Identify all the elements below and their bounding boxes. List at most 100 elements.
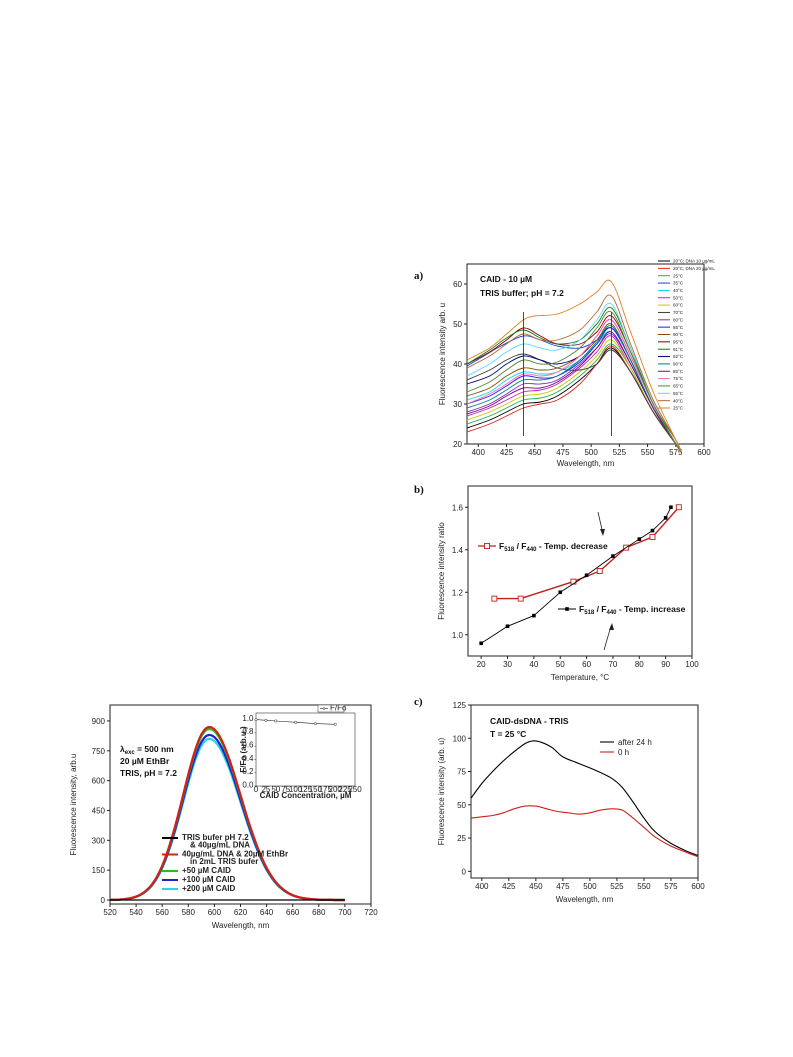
spectrum-line [466,349,682,453]
inset-x-tick-label: 75 [281,785,290,794]
legend-entry: 50°C [673,295,684,300]
x-tick-label: 60 [582,660,591,669]
ratio-point [611,554,615,558]
x-tick-label: 660 [286,908,300,917]
inset-y-tick-label: 1.0 [242,714,254,723]
panel-label-b: b) [414,484,424,496]
inset-y-tick-label: 0.6 [242,740,254,749]
x-tick-label: 500 [583,882,597,891]
inset-point [274,719,278,723]
plot-frame [467,485,693,657]
x-tick-label: 50 [556,660,565,669]
x-tick-label: 400 [472,448,486,457]
legend-entry: 92°C [673,354,684,359]
legend-entry: 55°C [673,391,684,396]
panel-label-a: a) [414,270,424,282]
legend-entry: 40°C [673,398,684,403]
inset-x-tick-label: 25 [261,785,270,794]
y-tick-label: 60 [453,280,462,289]
legend-entry: 75°C [673,376,684,381]
x-tick-label: 475 [556,882,570,891]
y-tick-label: 30 [453,400,462,409]
spectrum-line [470,805,699,858]
x-tick-label: 575 [669,448,683,457]
x-tick-label: 600 [208,908,222,917]
inset-line [255,719,336,725]
y-tick-label: 25 [457,834,466,843]
legend-marker [565,607,569,611]
legend-entry: in 2mL TRIS bufer [190,857,258,866]
ratio-point [517,595,524,602]
inset-frame [255,712,356,787]
inset-x-tick-label: 150 [309,785,323,794]
spectrum-line [470,740,699,856]
x-tick-label: 90 [661,660,670,669]
legend-entry: 95°C [673,339,684,344]
y-tick-label: 750 [92,747,106,756]
spectrum-line [466,279,682,453]
inset-point [294,720,298,724]
ratio-point [649,534,656,540]
y-tick-label: 600 [92,777,106,786]
legend-entry: 20°C; DNA 10 µg/mL [673,259,715,264]
inset-y-tick-label: 0.8 [242,727,254,736]
x-tick-label: 525 [613,448,627,457]
y-tick-label: 75 [457,768,466,777]
ratio-point [532,613,536,618]
x-tick-label: 700 [338,908,352,917]
y-axis-label: Fluorescence intensity ratio [437,522,446,620]
y-tick-label: 0 [462,867,467,876]
legend-entry: 85°C [673,369,684,374]
y-tick-label: 300 [92,836,106,845]
arrow-head [600,529,605,536]
legend-entry: 65°C [673,384,684,389]
x-tick-label: 40 [529,660,538,669]
x-tick-label: 425 [500,448,514,457]
x-tick-label: 30 [503,660,512,669]
ratio-point [596,568,603,574]
annotation-line: TRIS buffer; pH = 7.2 [480,288,564,298]
x-tick-label: 680 [312,908,326,917]
spectrum-line [466,331,682,453]
ratio-line [480,507,672,644]
x-tick-label: 580 [182,908,196,917]
legend-entry: 91°C [673,347,684,352]
inset-legend-marker [322,707,326,710]
x-tick-label: 80 [635,660,644,669]
spectrum-line [466,310,682,453]
x-tick-label: 475 [556,448,570,457]
y-tick-label: 0 [101,896,106,905]
legend-entry: 40°C [673,288,684,293]
inset-point [313,722,317,726]
legend-entry: +50 µM CAID [182,866,231,875]
x-tick-label: 500 [584,448,598,457]
inset-legend-entry: F/Fo [330,703,347,712]
inset-y-tick-label: 0.2 [242,767,254,776]
x-tick-label: 550 [637,882,651,891]
annotation-line: λexc = 500 nm [120,744,174,756]
y-tick-label: 150 [92,866,106,875]
legend-entry: 20°C; DNA 20 µg/mL [673,266,715,271]
inset-y-tick-label: 0.0 [242,780,254,789]
plot-frame [466,263,705,445]
inset-x-tick-label: 200 [329,785,343,794]
x-tick-label: 600 [691,882,705,891]
x-tick-label: 100 [685,660,699,669]
legend-entry: 60°C [673,303,684,308]
x-tick-label: 640 [260,908,274,917]
legend-entry: 25°C [673,406,684,411]
ratio-point [650,528,655,533]
legend-entry: 90°C [673,332,684,337]
y-tick-label: 40 [453,360,462,369]
y-tick-label: 1.6 [452,503,464,512]
legend-entry: F518 / F440 - Temp. increase [579,604,686,616]
x-tick-label: 400 [475,882,489,891]
legend-entry: 35°C [673,281,684,286]
y-tick-label: 1.4 [452,546,464,555]
legend-entry: & 40µg/mL DNA [190,841,250,850]
spectrum-line [109,725,345,902]
x-axis-label: Wavelength, nm [212,921,270,930]
inset-point [264,718,268,722]
y-tick-label: 50 [453,320,462,329]
